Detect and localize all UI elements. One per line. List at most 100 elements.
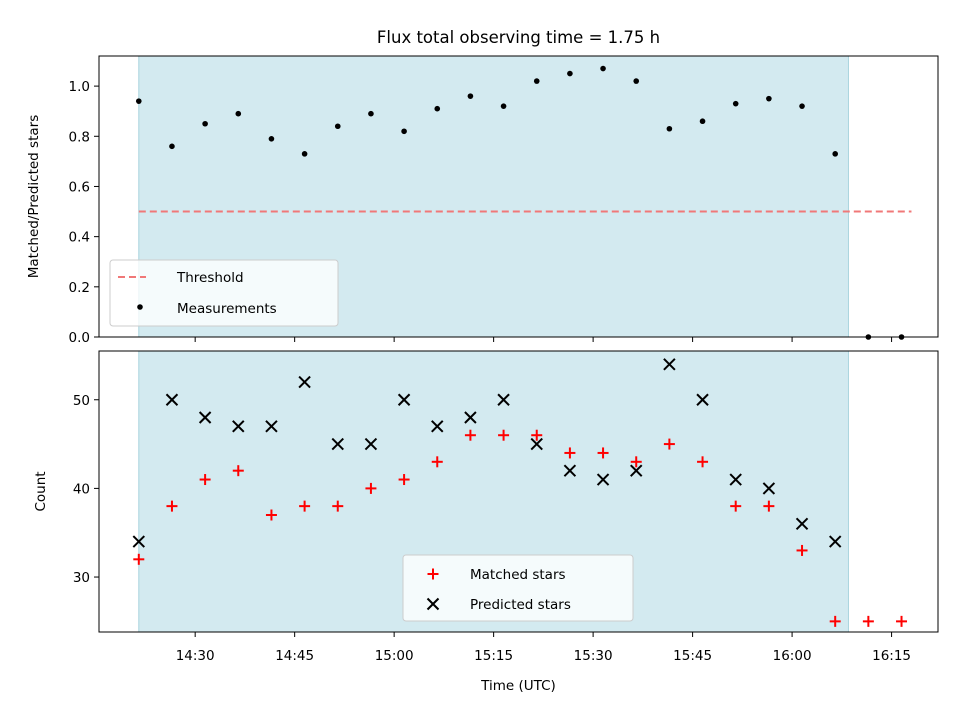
count-legend: Matched stars Predicted stars: [402, 554, 634, 622]
predicted-stars-point: [696, 393, 709, 406]
predicted-stars-point: [165, 393, 179, 406]
matched-stars-point: [697, 456, 709, 468]
matched-stars-point: [597, 447, 609, 459]
measurement-point: [235, 110, 242, 117]
ratio-legend: Threshold Measurements: [109, 259, 339, 327]
predicted-stars-point: [132, 535, 146, 548]
measurement-point: [633, 78, 640, 84]
time-x-tick-label: 15:15: [474, 648, 513, 664]
matched-stars-point: [332, 500, 344, 512]
predicted-stars-legend-label: Predicted stars: [470, 597, 571, 613]
measurement-point: [301, 151, 308, 157]
time-x-tick-label: 15:00: [375, 648, 414, 664]
time-x-tick-label: 16:00: [773, 648, 812, 664]
measurement-point: [533, 78, 540, 84]
ratio-x-ticks: [194, 337, 893, 342]
time-x-tick-label: 15:30: [574, 648, 613, 664]
predicted-stars-point: [663, 358, 676, 371]
chart-title: Flux total observing time = 1.75 h: [377, 28, 660, 47]
matched-stars-point: [796, 544, 808, 556]
ratio-y-ticks: 0.0 0.2 0.4 0.6 0.8 1.0: [69, 79, 99, 346]
measurement-point: [766, 95, 772, 102]
ratio-y-tick-label: 1.0: [69, 79, 90, 95]
predicted-legend-marker: [426, 597, 440, 611]
predicted-stars-point: [232, 420, 245, 433]
predicted-stars-point: [431, 420, 444, 433]
time-x-tick-label: 15:45: [673, 648, 712, 664]
predicted-stars-point: [198, 411, 212, 424]
matched-stars-point: [431, 456, 443, 468]
matched-stars-point: [199, 474, 211, 486]
ratio-y-tick-label: 0.4: [69, 230, 90, 246]
time-x-tick-label: 14:45: [275, 648, 314, 664]
matched-stars-point: [365, 482, 377, 494]
measurements-points: [135, 65, 905, 340]
matched-stars-point: [133, 553, 145, 565]
matched-stars-point: [498, 429, 510, 441]
predicted-stars-point: [364, 437, 378, 451]
predicted-stars-legend-swatch: [426, 597, 440, 611]
threshold-legend-label: Threshold: [176, 270, 244, 286]
predicted-stars-point: [828, 535, 842, 548]
predicted-stars-point: [497, 393, 510, 406]
ratio-y-axis-label: Matched/Predicted stars: [26, 115, 42, 278]
matched-stars-legend-label: Matched stars: [470, 567, 566, 583]
measurements-legend-swatch: [137, 304, 143, 310]
predicted-stars-point: [729, 473, 742, 486]
predicted-stars-point: [298, 375, 311, 389]
predicted-stars-point: [265, 420, 278, 433]
count-y-tick-label: 40: [73, 481, 90, 497]
matched-stars-point: [531, 429, 543, 441]
count-legend-box: [402, 554, 634, 622]
matched-stars-point: [232, 465, 244, 477]
ratio-y-tick-label: 0.8: [69, 129, 90, 145]
ratio-y-tick-label: 0.0: [69, 330, 90, 346]
predicted-stars-point: [795, 517, 809, 531]
measurement-point: [169, 143, 175, 150]
measurement-point: [500, 103, 507, 109]
matched-stars-point: [564, 447, 576, 459]
matched-stars-point: [166, 500, 178, 512]
matched-stars-point: [630, 456, 642, 468]
measurement-point: [799, 103, 805, 109]
matched-stars-point: [730, 500, 742, 512]
predicted-stars-point: [596, 473, 610, 486]
count-panel: 30 40 50 14:30 14:45 15:00 15:15 15:30 15:45 16:…: [33, 350, 939, 694]
ratio-y-tick-label: 0.2: [69, 280, 90, 296]
measurement-point: [699, 118, 706, 125]
predicted-stars-point: [397, 393, 411, 406]
time-x-tick-label: 14:30: [176, 648, 215, 664]
ratio-panel: 0.0 0.2 0.4 0.6 0.8 1.0 Flux total observing …: [26, 28, 939, 346]
matched-stars-points: [133, 429, 908, 627]
measurement-point: [268, 135, 275, 142]
count-plot-frame: [98, 350, 939, 633]
measurements-legend-label: Measurements: [177, 301, 277, 317]
matched-stars-point: [896, 615, 908, 627]
ratio-plot-frame: [98, 55, 939, 338]
matched-stars-point: [265, 509, 277, 521]
time-x-tick-label: 16:15: [872, 648, 911, 664]
time-x-axis-label: Time (UTC): [480, 678, 556, 694]
measurement-point: [135, 98, 142, 104]
matched-stars-point: [663, 438, 675, 450]
measurement-point: [368, 110, 374, 117]
predicted-stars-point: [331, 437, 344, 451]
measurement-point: [832, 151, 838, 157]
measurement-point: [401, 128, 407, 135]
matched-stars-point: [464, 429, 476, 441]
matched-legend-marker: [427, 568, 439, 580]
measurement-point: [567, 70, 573, 77]
matched-stars-point: [829, 615, 841, 627]
predicted-stars-point: [630, 464, 643, 477]
ratio-legend-box: [109, 259, 339, 327]
measurement-point: [467, 93, 474, 99]
matched-stars-point: [763, 500, 775, 512]
matched-stars-point: [862, 615, 874, 627]
measurement-point: [334, 123, 341, 130]
predicted-stars-point: [464, 411, 477, 424]
predicted-stars-point: [530, 437, 543, 451]
count-y-tick-label: 50: [73, 393, 90, 409]
predicted-stars-point: [762, 482, 776, 495]
measurement-point: [666, 125, 673, 132]
predicted-stars-points: [132, 358, 842, 548]
